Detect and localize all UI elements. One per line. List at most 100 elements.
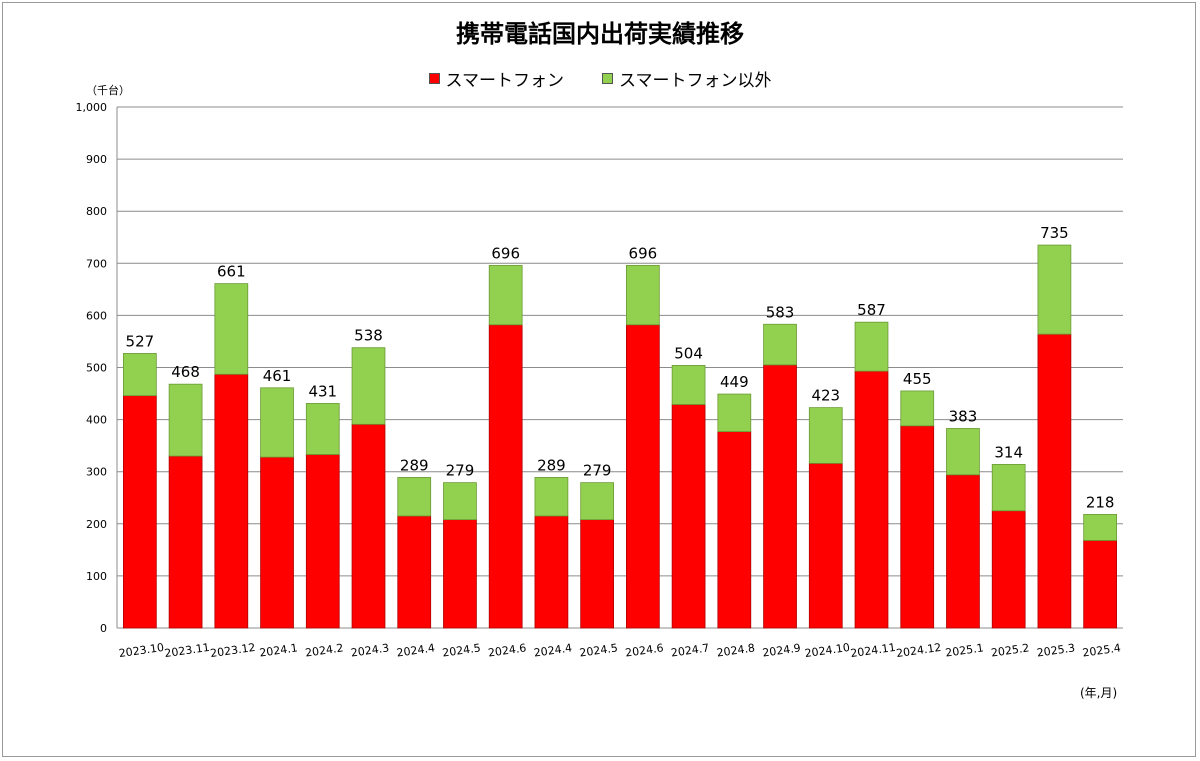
- bar-smartphone: [168, 455, 203, 629]
- bar-smartphone: [626, 324, 660, 629]
- bar-smartphone: [534, 515, 569, 629]
- data-label-total: 383: [949, 407, 978, 425]
- bar-non-smartphone: [626, 264, 660, 326]
- bar-smartphone: [671, 404, 706, 629]
- data-label-total: 527: [126, 332, 155, 350]
- bar-smartphone: [946, 474, 980, 629]
- bar-non-smartphone: [443, 482, 477, 521]
- bar-smartphone: [488, 324, 523, 629]
- y-tick-label: 100: [86, 570, 107, 583]
- data-label-total: 279: [446, 462, 475, 480]
- y-tick-label: 200: [86, 518, 107, 531]
- x-tick-label: 2024.2: [304, 641, 344, 659]
- bar-non-smartphone: [946, 428, 980, 476]
- bar-smartphone: [1083, 540, 1117, 629]
- bar-non-smartphone: [123, 353, 157, 397]
- y-tick-label: 400: [86, 414, 107, 427]
- bar-non-smartphone: [488, 264, 523, 326]
- data-label-total: 461: [263, 367, 292, 385]
- bar-smartphone: [397, 515, 432, 629]
- bar-non-smartphone: [305, 403, 340, 455]
- x-tick-label: 2025.3: [1036, 641, 1076, 659]
- x-tick-label: 2024.3: [350, 641, 390, 659]
- data-label-total: 661: [217, 263, 246, 281]
- x-tick-label: 2024.10: [804, 641, 851, 660]
- bar-smartphone: [991, 510, 1026, 629]
- bar-smartphone: [580, 519, 614, 629]
- bar-smartphone: [260, 456, 294, 629]
- x-tick-label: 2024.9: [762, 641, 802, 659]
- legend-swatch-non-smartphone: [602, 73, 613, 84]
- x-tick-label: 2024.6: [487, 641, 527, 659]
- bar-non-smartphone: [808, 407, 843, 464]
- y-tick-label: 600: [86, 309, 107, 322]
- x-tick-label: 2024.8: [716, 641, 756, 659]
- x-tick-label: 2024.1: [259, 641, 299, 659]
- legend-label-non-smartphone: スマートフォン以外: [619, 71, 772, 91]
- bar-non-smartphone: [854, 321, 889, 372]
- y-tick-label: 700: [86, 257, 107, 270]
- y-tick-label: 800: [86, 205, 107, 218]
- x-axis-unit-label: (年,月): [1080, 686, 1118, 700]
- bar-smartphone: [305, 454, 340, 629]
- data-label-total: 587: [857, 301, 886, 319]
- y-tick-label: 500: [86, 362, 107, 375]
- data-label-total: 696: [491, 244, 520, 262]
- bar-smartphone: [854, 370, 889, 629]
- data-label-total: 449: [720, 373, 749, 391]
- data-label-total: 279: [583, 462, 612, 480]
- bar-non-smartphone: [580, 482, 614, 521]
- data-label-total: 218: [1086, 493, 1115, 511]
- bar-smartphone: [1037, 333, 1072, 629]
- bar-smartphone: [351, 423, 386, 629]
- bar-smartphone: [443, 519, 477, 629]
- y-tick-label: 900: [86, 153, 107, 166]
- bar-non-smartphone: [763, 323, 797, 366]
- data-label-total: 504: [674, 344, 703, 362]
- data-label-total: 431: [308, 382, 337, 400]
- data-label-total: 583: [766, 303, 795, 321]
- data-label-total: 538: [354, 327, 383, 345]
- x-tick-label: 2024.5: [442, 641, 482, 659]
- bar-non-smartphone: [214, 283, 249, 375]
- x-tick-label: 2024.5: [579, 641, 619, 659]
- x-tick-label: 2023.10: [118, 641, 165, 660]
- bar-non-smartphone: [717, 393, 752, 432]
- data-label-total: 289: [537, 456, 566, 474]
- y-axis-unit-label: （千台）: [86, 84, 130, 97]
- legend-item-non-smartphone: スマートフォン以外: [602, 66, 772, 91]
- bar-non-smartphone: [1083, 514, 1117, 541]
- bar-non-smartphone: [671, 365, 706, 405]
- x-tick-label: 2025.2: [990, 641, 1030, 659]
- bar-smartphone: [808, 462, 843, 629]
- x-tick-label: 2025.4: [1082, 641, 1122, 659]
- data-label-total: 289: [400, 456, 429, 474]
- bar-smartphone: [717, 431, 752, 629]
- x-tick-label: 2024.6: [624, 641, 664, 659]
- data-label-total: 696: [629, 244, 658, 262]
- x-tick-label: 2024.11: [850, 641, 897, 660]
- bar-non-smartphone: [900, 390, 935, 427]
- x-tick-label: 2023.12: [209, 641, 256, 660]
- bar-non-smartphone: [397, 477, 432, 517]
- bar-non-smartphone: [168, 383, 203, 457]
- bar-non-smartphone: [351, 347, 386, 425]
- bar-non-smartphone: [260, 387, 294, 458]
- x-tick-label: 2025.1: [945, 641, 985, 659]
- bar-smartphone: [900, 425, 935, 629]
- x-tick-label: 2024.7: [670, 641, 710, 659]
- data-label-total: 735: [1040, 224, 1069, 242]
- data-label-total: 468: [171, 363, 200, 381]
- bar-non-smartphone: [991, 464, 1026, 512]
- legend-item-smartphone: スマートフォン: [428, 66, 564, 91]
- bar-smartphone: [123, 395, 157, 629]
- y-tick-label: 300: [86, 466, 107, 479]
- data-label-total: 314: [994, 443, 1023, 461]
- bar-non-smartphone: [1037, 244, 1072, 335]
- y-tick-label: 0: [100, 622, 107, 635]
- x-tick-label: 2024.12: [895, 641, 942, 660]
- data-label-total: 455: [903, 370, 932, 388]
- data-label-total: 423: [811, 387, 840, 405]
